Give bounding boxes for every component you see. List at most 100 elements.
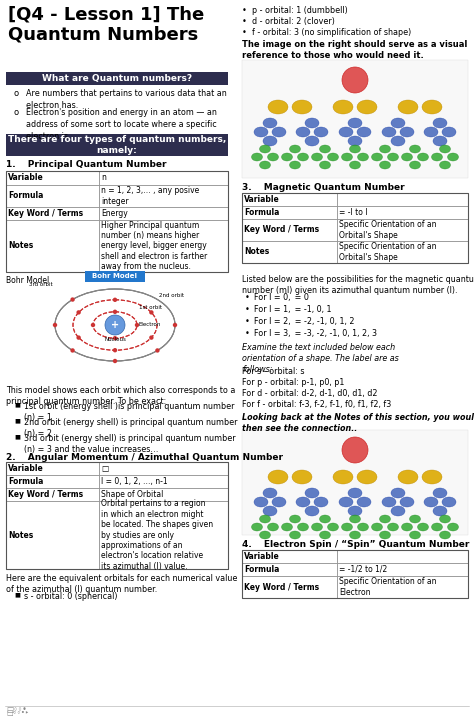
Text: l = 0, 1, 2, …, n-1: l = 0, 1, 2, …, n-1 <box>101 477 168 486</box>
Text: •: • <box>245 329 250 338</box>
Text: What are Quantum numbers?: What are Quantum numbers? <box>42 74 192 83</box>
Text: Electron's position and energy in an atom — an
address of some sort to locate wh: Electron's position and energy in an ato… <box>26 108 217 140</box>
Text: For l = 2,  = -2, -1, 0, 1, 2: For l = 2, = -2, -1, 0, 1, 2 <box>254 317 355 326</box>
Bar <box>6 220 99 272</box>
Text: Notes: Notes <box>244 248 269 256</box>
Text: •: • <box>242 6 247 15</box>
Ellipse shape <box>357 470 377 484</box>
Bar <box>6 185 99 207</box>
Text: 1st orbit (energy shell )is principal quantum number
(n) = 1: 1st orbit (energy shell )is principal qu… <box>24 402 235 422</box>
Bar <box>99 207 228 220</box>
Bar <box>337 550 468 563</box>
Ellipse shape <box>252 523 263 531</box>
Text: 3rd orbit: 3rd orbit <box>29 282 53 287</box>
Circle shape <box>91 323 95 327</box>
Bar <box>99 171 228 185</box>
Ellipse shape <box>349 145 361 153</box>
Bar <box>242 193 468 263</box>
Text: = -1/2 to 1/2: = -1/2 to 1/2 <box>339 565 387 574</box>
Ellipse shape <box>357 153 368 161</box>
Ellipse shape <box>296 127 310 137</box>
Text: Looking back at the Notes of this section, you would
then see the connection..: Looking back at the Notes of this sectio… <box>242 413 474 433</box>
Ellipse shape <box>268 100 288 114</box>
Bar <box>337 563 468 576</box>
Bar <box>6 134 228 156</box>
Bar <box>85 271 145 282</box>
Bar <box>6 171 228 272</box>
Ellipse shape <box>439 145 450 153</box>
Ellipse shape <box>254 127 268 137</box>
Ellipse shape <box>272 497 286 507</box>
Ellipse shape <box>424 497 438 507</box>
Text: s - orbital: 0 (spherical): s - orbital: 0 (spherical) <box>24 592 118 601</box>
Ellipse shape <box>418 153 428 161</box>
Ellipse shape <box>290 161 301 169</box>
Text: □: □ <box>101 464 109 473</box>
Ellipse shape <box>319 531 330 539</box>
Ellipse shape <box>424 127 438 137</box>
Bar <box>99 501 228 569</box>
Text: 1st orbit: 1st orbit <box>139 305 162 310</box>
Text: 2nd orbit (energy shell) is principal quantum number
(n) = 2: 2nd orbit (energy shell) is principal qu… <box>24 418 237 438</box>
Text: f - orbital: 3 (no simplification of shape): f - orbital: 3 (no simplification of sha… <box>252 28 411 37</box>
Text: Variable: Variable <box>8 174 44 182</box>
Text: Shape of Orbital: Shape of Orbital <box>101 490 164 499</box>
Text: Electron: Electron <box>139 322 161 327</box>
Text: □◦◦•: □◦◦• <box>6 705 27 714</box>
Text: For s - orbital: s: For s - orbital: s <box>242 367 304 376</box>
Ellipse shape <box>372 523 383 531</box>
Bar <box>99 220 228 272</box>
Text: Orbital pertains to a region
in which an electron might
be located. The shapes g: Orbital pertains to a region in which an… <box>101 500 213 571</box>
Circle shape <box>53 323 57 327</box>
Text: p - orbital: 1 (dumbbell): p - orbital: 1 (dumbbell) <box>252 6 348 15</box>
Bar <box>242 241 337 263</box>
Text: For f - orbital: f-3, f-2, f-1, f0, f1, f2, f3: For f - orbital: f-3, f-2, f-1, f0, f1, … <box>242 400 391 409</box>
Text: o: o <box>14 108 19 117</box>
Ellipse shape <box>380 161 391 169</box>
Ellipse shape <box>380 145 391 153</box>
Text: 2.  Angular Momentum / Azimuthal Quantum Number: 2. Angular Momentum / Azimuthal Quantum … <box>6 453 283 462</box>
Text: There are four types of quantum numbers,
namely:: There are four types of quantum numbers,… <box>8 135 226 155</box>
Ellipse shape <box>401 523 412 531</box>
Ellipse shape <box>263 136 277 146</box>
Circle shape <box>135 323 139 327</box>
Bar <box>242 430 468 535</box>
Bar <box>242 576 337 598</box>
Text: Energy: Energy <box>101 209 128 218</box>
Ellipse shape <box>282 523 292 531</box>
Ellipse shape <box>382 497 396 507</box>
Text: Notes: Notes <box>8 531 33 539</box>
Text: □◦◦•‣: □◦◦•‣ <box>6 710 29 716</box>
Ellipse shape <box>263 488 277 498</box>
Ellipse shape <box>341 153 353 161</box>
Ellipse shape <box>380 515 391 523</box>
Ellipse shape <box>319 145 330 153</box>
Ellipse shape <box>349 515 361 523</box>
Ellipse shape <box>433 118 447 128</box>
Circle shape <box>173 323 177 327</box>
Bar <box>6 462 99 475</box>
Ellipse shape <box>357 523 368 531</box>
Ellipse shape <box>431 523 443 531</box>
Text: = -l to l: = -l to l <box>339 208 367 217</box>
Ellipse shape <box>319 515 330 523</box>
Text: [Q4 - Lesson 1] The
Quantum Numbers: [Q4 - Lesson 1] The Quantum Numbers <box>8 6 204 43</box>
Text: Bohr Model: Bohr Model <box>6 276 49 285</box>
Ellipse shape <box>328 523 338 531</box>
Bar <box>6 207 99 220</box>
Ellipse shape <box>410 161 420 169</box>
Ellipse shape <box>348 506 362 516</box>
Ellipse shape <box>263 118 277 128</box>
Ellipse shape <box>372 153 383 161</box>
Ellipse shape <box>268 470 288 484</box>
Text: For l = 3,  = -3, -2, -1, 0, 1, 2, 3: For l = 3, = -3, -2, -1, 0, 1, 2, 3 <box>254 329 377 338</box>
Text: Specific Orientation of an
Orbital's Shape: Specific Orientation of an Orbital's Sha… <box>339 220 437 240</box>
Text: Variable: Variable <box>8 464 44 473</box>
Text: Formula: Formula <box>8 477 44 486</box>
Text: d - orbital: 2 (clover): d - orbital: 2 (clover) <box>252 17 335 26</box>
Ellipse shape <box>357 497 371 507</box>
Ellipse shape <box>333 100 353 114</box>
Ellipse shape <box>433 506 447 516</box>
Ellipse shape <box>391 488 405 498</box>
Ellipse shape <box>259 531 271 539</box>
